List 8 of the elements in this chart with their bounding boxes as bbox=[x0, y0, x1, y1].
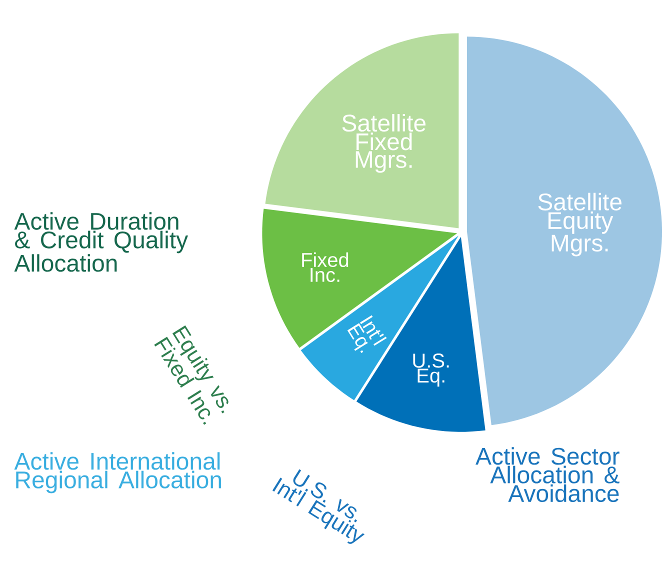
slice-label: Fixed Inc. bbox=[302, 252, 348, 282]
slice-label: U.S. Eq. bbox=[413, 354, 449, 387]
slice-label: Int'l Eq. bbox=[347, 315, 387, 353]
slice-label: Satellite Fixed Mgrs. bbox=[342, 114, 426, 173]
text: Active International Regional Allocation bbox=[14, 452, 221, 494]
slice-label: Satellite Equity Mgrs. bbox=[538, 192, 622, 256]
text: Active Duration & Credit Quality Allocation bbox=[14, 212, 188, 272]
text: Active Sector Allocation & Avoidance bbox=[476, 447, 620, 502]
